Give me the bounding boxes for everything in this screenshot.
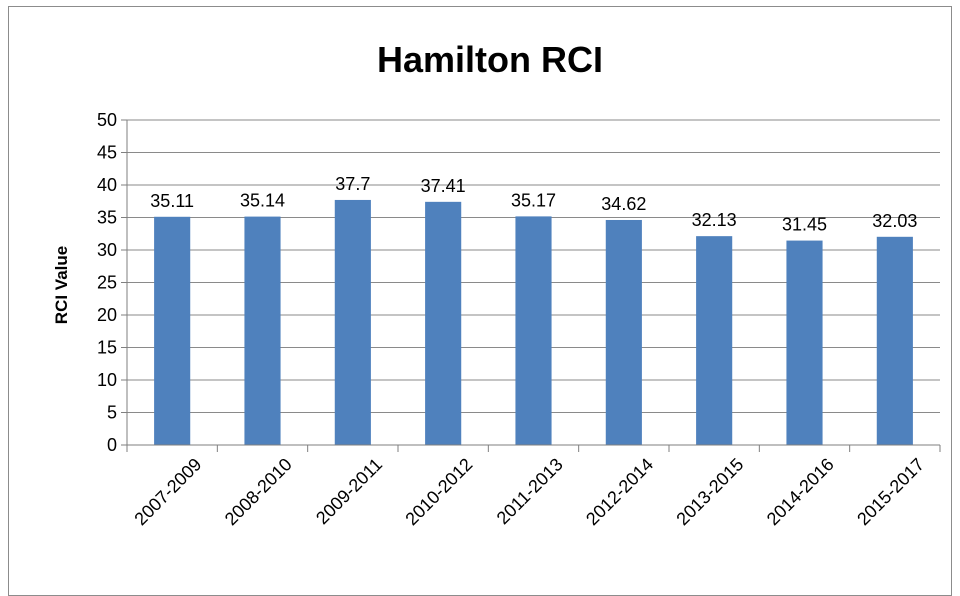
x-tick-label: 2013-2015 xyxy=(672,454,747,529)
bar xyxy=(154,216,191,445)
y-axis-label: RCI Value xyxy=(52,246,71,324)
bars xyxy=(154,199,913,445)
x-tick-label: 2010-2012 xyxy=(401,454,476,529)
data-label: 35.17 xyxy=(511,190,556,210)
chart-title: Hamilton RCI xyxy=(377,39,603,80)
bar xyxy=(696,236,733,445)
y-tick-label: 30 xyxy=(97,240,117,260)
bar xyxy=(515,216,552,445)
data-label: 31.45 xyxy=(782,215,827,235)
x-tick-label: 2012-2014 xyxy=(582,454,657,529)
x-tick-label: 2008-2010 xyxy=(221,454,296,529)
y-tick-label: 50 xyxy=(97,110,117,130)
data-label: 37.7 xyxy=(335,174,370,194)
data-label: 34.62 xyxy=(601,194,646,214)
x-tick-label: 2015-2017 xyxy=(853,454,928,529)
bar xyxy=(786,240,823,445)
y-tick-label: 15 xyxy=(97,338,117,358)
y-tick-label: 10 xyxy=(97,370,117,390)
bar xyxy=(425,201,462,445)
y-tick-label: 35 xyxy=(97,208,117,228)
data-label: 35.14 xyxy=(240,191,285,211)
bar xyxy=(244,216,281,445)
y-tick-label: 20 xyxy=(97,305,117,325)
bar xyxy=(334,199,371,445)
axes xyxy=(121,119,941,452)
bar-chart: Hamilton RCI RCI Value 0 5 10 15 20 25 30 35 40 4… xyxy=(52,39,941,529)
data-label: 32.13 xyxy=(692,210,737,230)
x-tick-label: 2011-2013 xyxy=(493,454,567,528)
y-tick-label: 25 xyxy=(97,273,117,293)
bar xyxy=(876,236,913,445)
data-label: 32.03 xyxy=(872,211,917,231)
y-tick-label: 5 xyxy=(107,403,117,423)
x-tick-label: 2007-2009 xyxy=(130,454,205,529)
x-tick-label: 2009-2011 xyxy=(312,454,386,528)
data-label: 35.11 xyxy=(150,191,194,211)
data-label: 37.41 xyxy=(421,176,466,196)
x-tick-label: 2014-2016 xyxy=(763,454,838,529)
y-tick-label: 45 xyxy=(97,143,117,163)
y-tick-label: 0 xyxy=(107,435,117,455)
y-tick-label: 40 xyxy=(97,175,117,195)
bar xyxy=(605,219,642,445)
